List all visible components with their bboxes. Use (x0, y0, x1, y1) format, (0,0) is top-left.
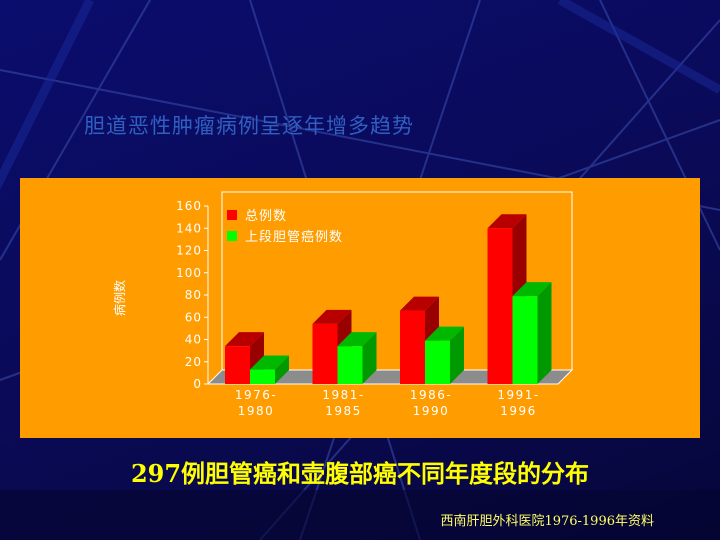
bar-top (512, 282, 552, 297)
bar (400, 310, 425, 384)
slide-title: 胆道恶性肿瘤病例呈逐年增多趋势 (84, 114, 414, 138)
bar-top (487, 214, 527, 229)
bar-side (275, 355, 289, 384)
bar-top (225, 332, 264, 347)
x-tick-label: 1986- (410, 388, 452, 402)
legend-label: 上段胆管癌例数 (245, 229, 343, 245)
bar-top (312, 309, 352, 324)
bar (425, 340, 450, 384)
y-tick-label: 0 (193, 377, 202, 391)
x-tick-label: 1985 (325, 404, 362, 418)
x-tick-label: 1981- (322, 388, 364, 402)
slide-caption: 297例胆管癌和壶腹部癌不同年度段的分布 (130, 459, 590, 488)
y-tick-label: 20 (185, 355, 202, 369)
bar-top (425, 326, 464, 341)
bar (225, 346, 250, 384)
y-tick-label: 160 (176, 199, 202, 213)
x-tick-label: 1980 (238, 404, 275, 418)
bar-top (250, 355, 289, 370)
y-axis-label: 病例数 (112, 280, 127, 316)
bar (337, 346, 363, 384)
legend-label: 总例数 (245, 209, 287, 224)
bar-top (400, 296, 439, 311)
chart-panel: 0 20 40 60 80 100 120 140 160 病例数 1976- 1980 1981- 19… (20, 178, 700, 438)
y-tick-label: 40 (185, 333, 202, 347)
bar (250, 369, 275, 384)
bar-side (362, 332, 377, 384)
x-tick-label: 1976- (235, 388, 277, 402)
bar (312, 323, 338, 384)
y-tick-label: 140 (176, 221, 202, 235)
x-tick-label: 1990 (413, 404, 450, 418)
source-note: 西南肝胆外科医院1976-1996年资料 (440, 514, 654, 529)
y-tick-label: 80 (185, 288, 202, 302)
y-tick-label: 120 (176, 244, 202, 258)
x-tick-label: 1991- (497, 388, 539, 402)
bar (512, 296, 538, 384)
bar-side (450, 326, 464, 384)
bar (487, 228, 513, 384)
x-tick-label: 1996 (500, 404, 537, 418)
y-tick-label: 60 (185, 310, 202, 324)
legend-swatch (227, 231, 237, 241)
y-tick-label: 100 (176, 266, 202, 280)
bar-top (337, 332, 377, 347)
bar-side (537, 282, 552, 384)
bar-chart: 0 20 40 60 80 100 120 140 160 病例数 1976- 1980 1981- 19… (112, 191, 574, 418)
legend-swatch (227, 210, 237, 220)
